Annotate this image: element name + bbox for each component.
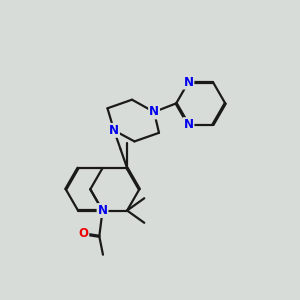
Text: O: O	[78, 227, 88, 240]
Text: N: N	[149, 106, 159, 118]
Text: N: N	[183, 118, 194, 131]
Text: N: N	[109, 124, 119, 137]
Text: N: N	[183, 76, 194, 88]
Text: N: N	[98, 204, 108, 217]
